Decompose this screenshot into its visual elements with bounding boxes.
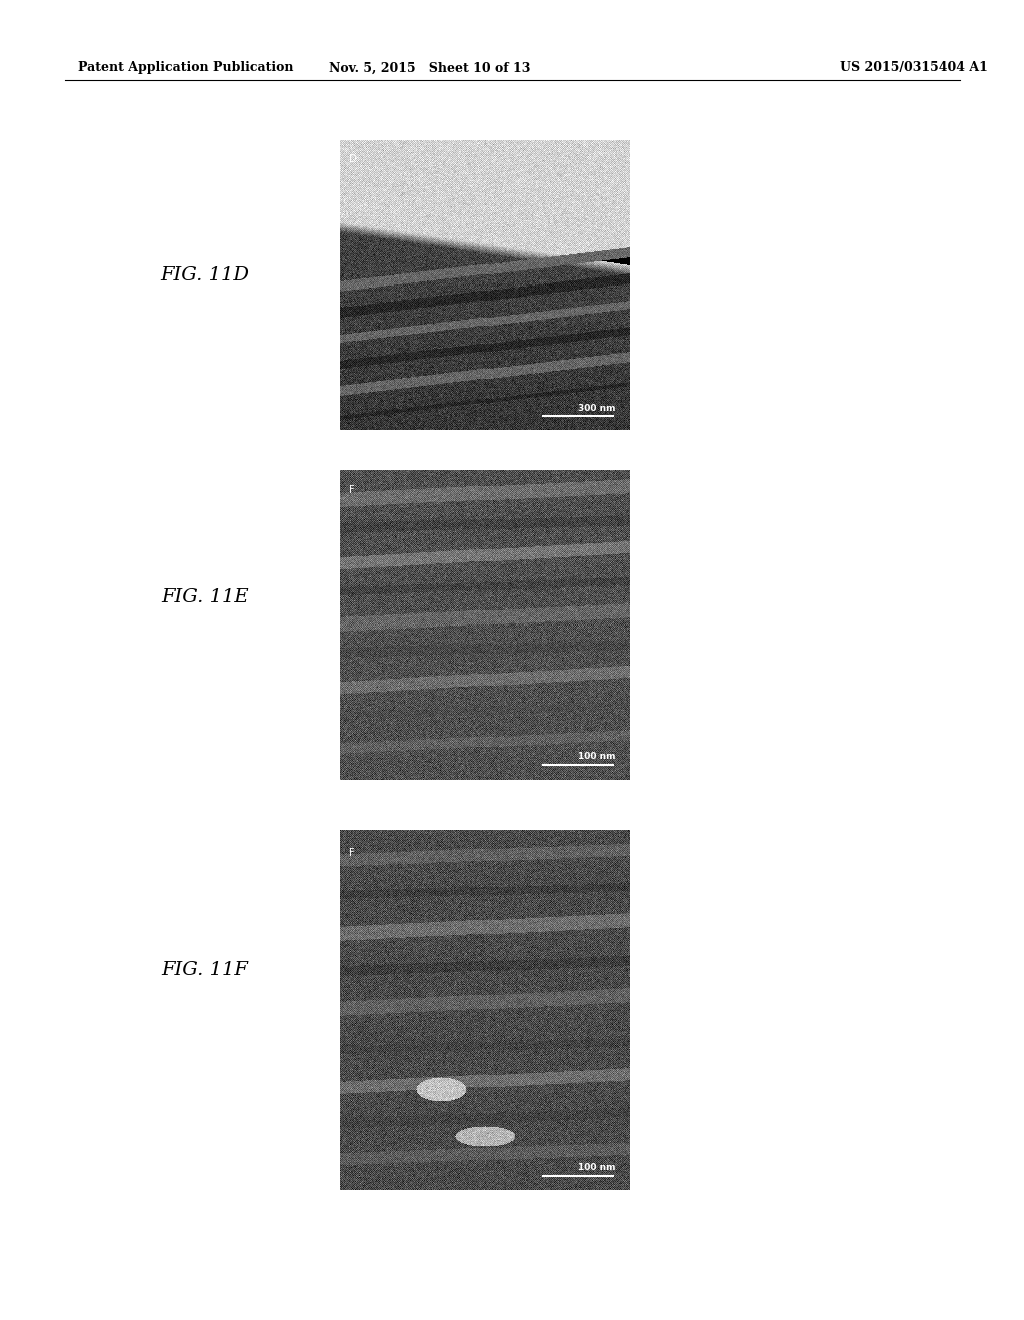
Text: 100 nm: 100 nm — [578, 1163, 615, 1172]
Text: 300 nm: 300 nm — [578, 404, 615, 413]
Text: Patent Application Publication: Patent Application Publication — [78, 62, 294, 74]
Text: D: D — [349, 154, 356, 165]
Text: F: F — [349, 486, 354, 495]
Text: F: F — [349, 847, 354, 858]
Text: 100 nm: 100 nm — [578, 752, 615, 762]
Text: FIG. 11F: FIG. 11F — [162, 961, 249, 979]
Text: US 2015/0315404 A1: US 2015/0315404 A1 — [840, 62, 988, 74]
Text: FIG. 11D: FIG. 11D — [161, 267, 250, 284]
Text: FIG. 11E: FIG. 11E — [161, 587, 249, 606]
Text: Nov. 5, 2015   Sheet 10 of 13: Nov. 5, 2015 Sheet 10 of 13 — [330, 62, 530, 74]
